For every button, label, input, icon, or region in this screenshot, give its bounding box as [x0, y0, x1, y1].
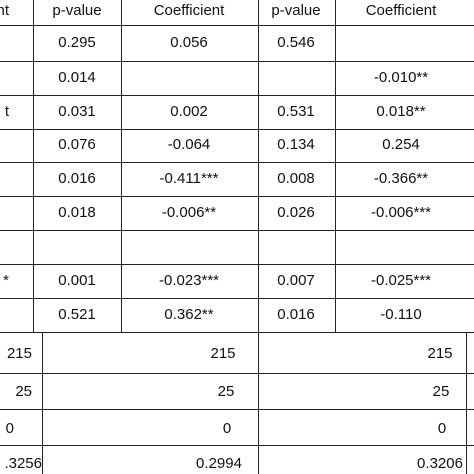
row-divider	[0, 332, 474, 333]
header-label-fragment: nt	[0, 2, 9, 19]
coefficient-cell: 0.056	[170, 34, 208, 51]
header-coefficient-2: Coefficient	[365, 2, 437, 19]
pvalue-cell: 0.295	[58, 34, 96, 51]
summary-cell: 0	[222, 420, 232, 437]
row-divider	[0, 95, 474, 96]
coefficient-cell: -0.006***	[370, 204, 432, 221]
column-divider	[121, 0, 122, 332]
summary-cell: 25	[432, 383, 450, 400]
coefficient-cell: -0.025***	[370, 272, 432, 289]
coefficient-cell: -0.006**	[161, 204, 217, 221]
summary-cell: 215	[6, 345, 32, 362]
column-divider	[258, 332, 259, 474]
header-pvalue-2: p-value	[271, 2, 321, 19]
column-divider	[42, 332, 43, 474]
pvalue-cell: 0.026	[277, 204, 315, 221]
pvalue-cell: 0.546	[277, 34, 315, 51]
coefficient-cell: -0.411***	[159, 170, 219, 187]
row-divider	[0, 298, 474, 299]
coefficient-cell: -0.023***	[158, 272, 220, 289]
summary-cell: 0.2994	[196, 455, 242, 472]
summary-cell: 0.3206	[417, 455, 463, 472]
column-divider	[335, 0, 336, 332]
column-divider	[258, 0, 259, 332]
header-coefficient-1: Coefficient	[153, 2, 225, 19]
row-divider	[0, 196, 474, 197]
row-divider	[0, 61, 474, 62]
column-divider	[466, 332, 467, 474]
summary-cell: 25	[217, 383, 235, 400]
row-divider	[0, 25, 474, 26]
summary-cell: 25	[15, 383, 32, 400]
pvalue-cell: 0.531	[277, 103, 315, 120]
row-divider	[0, 445, 474, 446]
row-divider	[0, 373, 474, 374]
row-divider	[0, 409, 474, 410]
row-label-fragment: *	[3, 272, 9, 289]
coefficient-cell: -0.110	[380, 306, 422, 323]
summary-cell: 215	[427, 345, 453, 362]
coefficient-cell: 0.002	[170, 103, 208, 120]
row-label-fragment: t	[4, 103, 9, 120]
row-divider	[0, 230, 474, 231]
pvalue-cell: 0.134	[277, 136, 315, 153]
pvalue-cell: 0.031	[58, 103, 96, 120]
coefficient-cell: -0.366**	[373, 170, 429, 187]
row-divider	[0, 129, 474, 130]
column-divider	[33, 0, 34, 332]
summary-cell: .3256	[4, 455, 42, 472]
pvalue-cell: 0.076	[58, 136, 96, 153]
summary-cell: 0	[437, 420, 447, 437]
coefficient-cell: 0.254	[382, 136, 420, 153]
pvalue-cell: 0.016	[277, 306, 315, 323]
row-divider	[0, 264, 474, 265]
row-divider	[0, 162, 474, 163]
coefficient-cell: 0.018**	[376, 103, 426, 120]
pvalue-cell: 0.016	[58, 170, 96, 187]
pvalue-cell: 0.007	[277, 272, 315, 289]
pvalue-cell: 0.014	[58, 69, 96, 86]
pvalue-cell: 0.018	[58, 204, 96, 221]
summary-cell: 0	[5, 420, 14, 437]
pvalue-cell: 0.521	[58, 306, 96, 323]
header-pvalue-1: p-value	[52, 2, 102, 19]
pvalue-cell: 0.001	[58, 272, 96, 289]
coefficient-cell: -0.010**	[373, 69, 429, 86]
coefficient-cell: 0.362**	[164, 306, 214, 323]
coefficient-cell: -0.064	[167, 136, 211, 153]
pvalue-cell: 0.008	[277, 170, 315, 187]
summary-cell: 215	[210, 345, 236, 362]
